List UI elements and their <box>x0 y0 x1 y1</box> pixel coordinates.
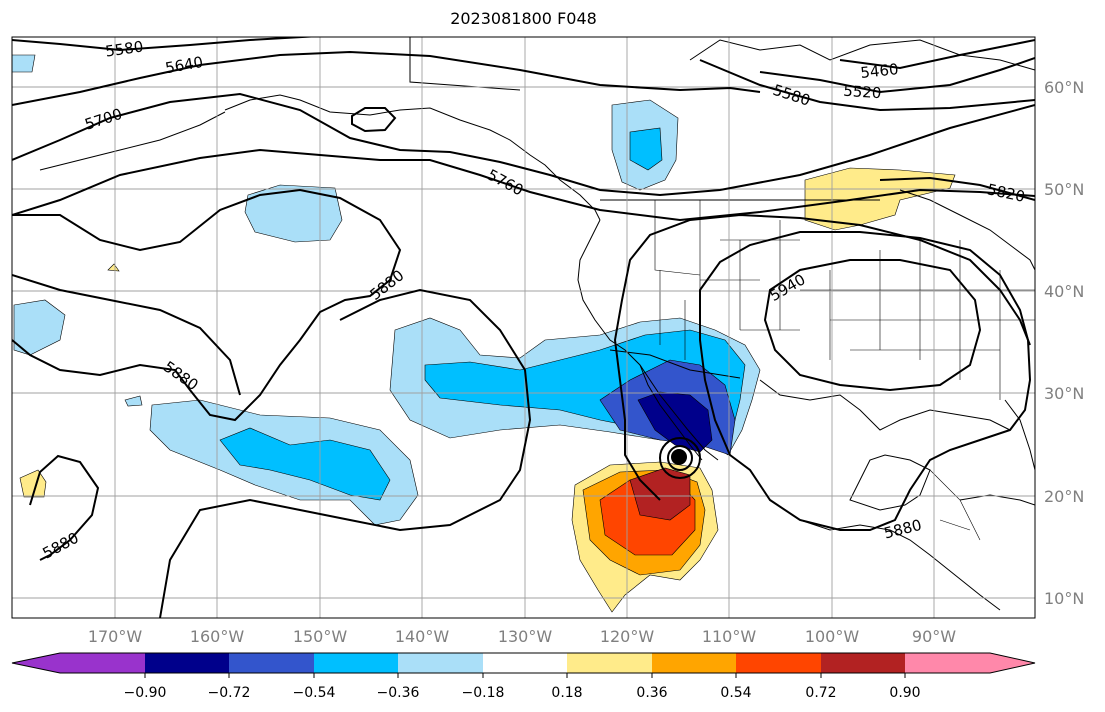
lon-label: 130°W <box>498 627 553 646</box>
colorbar-segment <box>145 653 229 673</box>
colorbar-segment <box>821 653 905 673</box>
contour-5820 <box>879 176 1035 201</box>
shade-dark-red <box>629 467 691 521</box>
colorbar-segment <box>483 653 567 673</box>
colorbar-tick-label: 0.18 <box>551 685 582 701</box>
lat-label: 20°N <box>1044 487 1084 506</box>
lon-label: 170°W <box>88 627 143 646</box>
colorbar-tick-label: 0.72 <box>805 685 836 701</box>
colorbar-segment <box>736 653 821 673</box>
contour-5580-north <box>12 37 321 52</box>
contour-label: 5580 <box>104 37 144 60</box>
shade-yellow-dot <box>107 263 120 272</box>
shade-light-blue-tl <box>12 54 36 73</box>
colorbar-tick-label: −0.72 <box>208 685 251 701</box>
coast-westus <box>577 219 719 461</box>
lon-label: 120°W <box>600 627 655 646</box>
colorbar-tick-label: −0.36 <box>377 685 420 701</box>
colorbar-extend-low <box>12 653 60 673</box>
shade-light-blue-dot <box>124 395 143 407</box>
map-frame <box>11 36 1036 619</box>
coastlines <box>39 37 1035 611</box>
contour-label: 5520 <box>843 82 882 103</box>
lon-label: 140°W <box>395 627 450 646</box>
map-title: 2023081800 F048 <box>450 9 597 28</box>
colorbar-tick-label: 0.90 <box>889 685 920 701</box>
colorbar-tick-label: −0.18 <box>462 685 505 701</box>
colorbar-tick-label: −0.90 <box>124 685 167 701</box>
map-panel <box>12 37 1035 618</box>
lon-label: 160°W <box>190 627 245 646</box>
colorbar-tick-label: 0.36 <box>636 685 667 701</box>
coast-alaska <box>224 94 601 221</box>
lon-label: 150°W <box>293 627 348 646</box>
border-mexico <box>609 349 741 379</box>
contour-label: 5460 <box>860 60 900 82</box>
contour-5880-east <box>699 231 1032 531</box>
lat-label: 50°N <box>1044 180 1084 199</box>
contour-5760 <box>12 148 1035 222</box>
coast-aleutians <box>39 111 226 171</box>
contour-5880-south <box>613 213 1031 501</box>
shade-yellow-canada <box>804 167 956 231</box>
lon-label: 110°W <box>702 627 757 646</box>
coast-cuba <box>959 494 1035 506</box>
colorbar-extend-high <box>990 653 1035 673</box>
contour-5880-west <box>29 454 100 561</box>
contour-5520 <box>759 57 1035 94</box>
height-contours <box>12 37 1035 618</box>
colorbar-segment <box>567 653 652 673</box>
contour-5880-main <box>12 274 241 396</box>
coast-east <box>899 189 1035 271</box>
storm-ring-inner <box>667 445 693 471</box>
contour-closed-low <box>351 107 397 133</box>
lat-label: 30°N <box>1044 384 1084 403</box>
colorbar-segment <box>905 653 990 673</box>
colorbar-outline <box>11 652 1036 674</box>
coast-florida <box>1004 399 1035 471</box>
contour-5880-ring <box>159 288 532 618</box>
coast-baja <box>639 364 703 461</box>
colorbar-segment <box>398 653 483 673</box>
coast-yucatan <box>849 454 931 511</box>
storm-center-marker <box>671 449 687 465</box>
coast-hudson <box>689 39 1035 71</box>
lon-label: 100°W <box>805 627 860 646</box>
coast-gulf <box>759 379 1011 431</box>
shade-light-blue-npac <box>244 184 343 243</box>
shade-blue-alaska <box>629 127 663 171</box>
longitude-labels: 170°W 160°W 150°W 140°W 130°W 120°W 110°… <box>88 627 956 646</box>
lon-label: 90°W <box>912 627 956 646</box>
lat-label: 60°N <box>1044 78 1084 97</box>
contour-5640 <box>12 50 761 106</box>
lat-label: 40°N <box>1044 282 1084 301</box>
contour-5700 <box>12 92 1035 197</box>
contour-5580-east <box>699 59 1035 112</box>
colorbar-segment <box>652 653 736 673</box>
colorbar: −0.90 −0.72 −0.54 −0.36 −0.18 0.18 0.36 … <box>11 652 1036 701</box>
colorbar-tick-label: 0.54 <box>720 685 751 701</box>
colorbar-segment <box>60 653 145 673</box>
colorbar-segment <box>314 653 398 673</box>
colorbar-segment <box>229 653 314 673</box>
colorbar-tick-label: −0.54 <box>293 685 336 701</box>
contour-5880-upper <box>12 188 402 422</box>
latitude-labels: 60°N 50°N 40°N 30°N 20°N 10°N <box>1044 78 1084 608</box>
storm-ring-outer <box>659 437 701 479</box>
shade-blue-hawaii <box>219 427 391 501</box>
contour-5460 <box>839 39 1035 70</box>
shade-light-blue-west <box>13 299 66 356</box>
lat-label: 10°N <box>1044 589 1084 608</box>
contour-5940 <box>763 259 982 392</box>
